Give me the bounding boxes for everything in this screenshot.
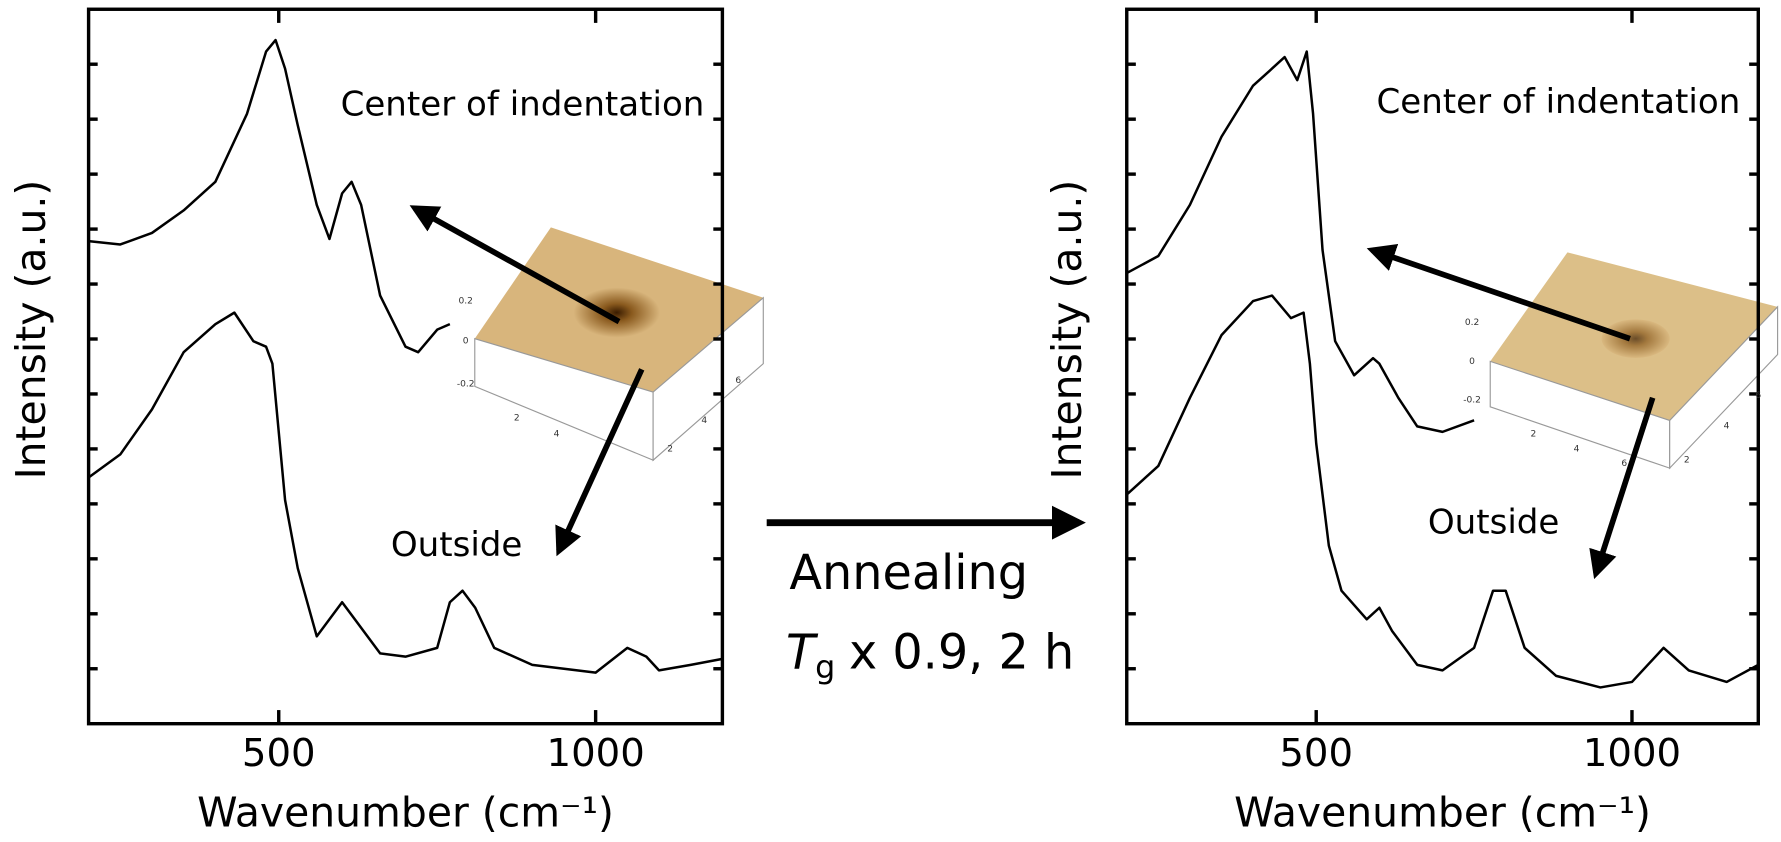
inset-tick-label: 2 — [667, 444, 673, 454]
x-tick-label: 500 — [242, 731, 316, 776]
inset-tick-label: 0 — [1469, 357, 1475, 367]
x-tick-label: 1000 — [547, 731, 645, 776]
y-axis-label: Intensity (a.u.) — [1043, 180, 1091, 480]
annotation: Center of indentation — [341, 84, 705, 124]
annealing-label: Annealing — [789, 546, 1028, 601]
inset-tick-label: -0.2 — [1463, 395, 1481, 405]
x-axis-label: Wavenumber (cm⁻¹) — [1234, 789, 1651, 837]
inset-tick-label: 2 — [514, 414, 520, 424]
inset-tick-label: 2 — [1530, 430, 1536, 440]
inset-tick-label: 0.2 — [458, 297, 472, 307]
page: Annealing Tgx 0.9, 2 h 500 1000 Wavenumber… — [0, 0, 1781, 842]
inset-tick-label: 0.2 — [1465, 318, 1479, 328]
x-axis-label: Wavenumber (cm⁻¹) — [197, 789, 614, 837]
inset-tick-label: 4 — [1574, 444, 1580, 454]
y-axis-label: Intensity (a.u.) — [7, 180, 55, 480]
x-tick-label: 1000 — [1583, 731, 1681, 776]
inset-tick-label: 6 — [735, 376, 741, 386]
figure: Annealing Tgx 0.9, 2 h 500 1000 Wavenumber… — [0, 0, 1781, 842]
inset-tick-label: 4 — [701, 416, 707, 426]
inset-tick-label: 4 — [554, 430, 560, 440]
x-tick-label: 500 — [1279, 731, 1353, 776]
annotation: Outside — [1428, 502, 1560, 542]
inset-tick-label: 0 — [463, 336, 469, 346]
annotation: Center of indentation — [1376, 82, 1740, 122]
inset-tick-label: 6 — [1621, 459, 1627, 469]
inset-tick-label: 2 — [1684, 456, 1690, 466]
annotation: Outside — [391, 525, 523, 565]
inset-tick-label: 4 — [1724, 422, 1730, 432]
inset-tick-label: -0.2 — [457, 380, 475, 390]
inset-tick-label: 6 — [1755, 391, 1761, 401]
